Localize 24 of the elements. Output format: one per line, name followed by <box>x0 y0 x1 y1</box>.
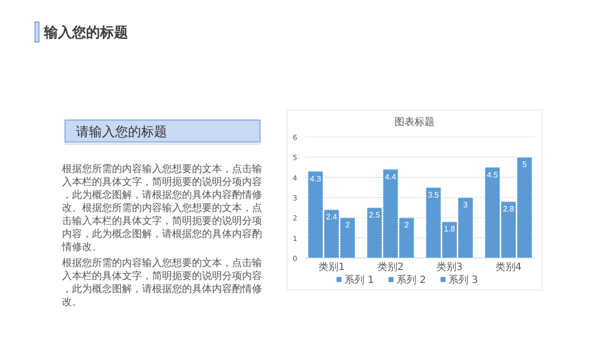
legend-label: 系列 1 <box>344 274 374 286</box>
text: 输入您的标题 <box>43 25 128 41</box>
data-label: 1.8 <box>444 224 456 234</box>
data-label: 5 <box>522 160 528 170</box>
data-label: 2 <box>404 220 410 230</box>
legend-label: 系列 2 <box>396 274 426 286</box>
x-tick-label: 类别4 <box>495 261 522 273</box>
x-tick-label: 类别1 <box>318 261 345 273</box>
data-label: 4.4 <box>384 172 397 182</box>
text: 根据您所需的内容输入您想要的文本，点击输入本栏的具体文字，简明扼要的说明分项内容，此为概念图解，请根据您的具体内容酌情修改。 <box>62 257 262 308</box>
data-label: 2.8 <box>502 204 515 214</box>
x-tick-label: 类别3 <box>436 261 463 273</box>
data-label: 2.4 <box>326 212 338 222</box>
x-tick-label: 类别2 <box>377 261 404 273</box>
data-label: 2.5 <box>368 210 381 220</box>
text: 请输入您的标题 <box>76 125 167 140</box>
data-label: 3 <box>463 200 468 210</box>
data-label: 4.5 <box>486 170 499 180</box>
legend-label: 系列 3 <box>448 274 478 286</box>
data-label: 3.5 <box>428 190 440 200</box>
chart-title: 图表标题 <box>394 116 434 128</box>
data-label: 4.3 <box>310 174 322 184</box>
text: 根据您所需的内容输入您想要的文本，点击输入本栏的具体文字，简明扼要的说明分项内容，此为概念图解，请根据您的具体内容酌情修改。根据您所需的内容输入您想要的文本，点击输入本栏的具体文字，简明扼要的说明分项内容，此为概念图解，请根据您的具体内容酌情修改。 <box>61 163 262 253</box>
data-label: 2 <box>345 220 350 230</box>
